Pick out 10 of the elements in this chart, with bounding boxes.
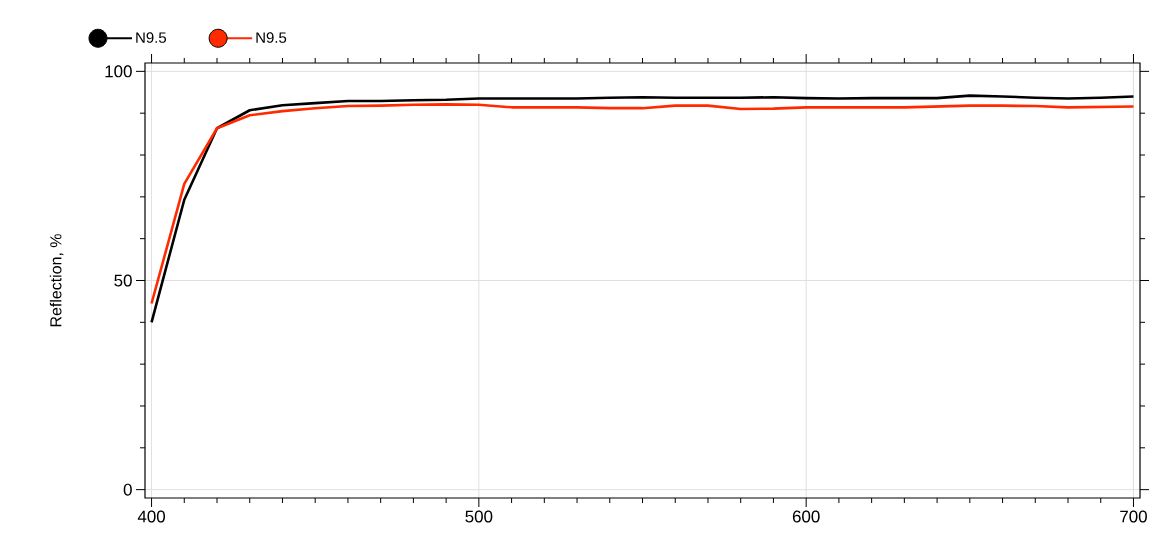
y-tick-label: 50 xyxy=(114,274,132,287)
x-tick-label: 400 xyxy=(137,510,166,523)
legend-label: N9.5 xyxy=(256,32,287,43)
x-tick-label: 500 xyxy=(465,510,493,523)
x-tick-label: 600 xyxy=(792,510,820,523)
x-tick-label: 700 xyxy=(1120,510,1147,523)
legend-label: N9.5 xyxy=(136,32,167,43)
y-tick-label: 0 xyxy=(123,483,132,496)
y-axis-title: Reflection, % xyxy=(49,234,64,327)
y-tick-label: 100 xyxy=(105,65,132,78)
